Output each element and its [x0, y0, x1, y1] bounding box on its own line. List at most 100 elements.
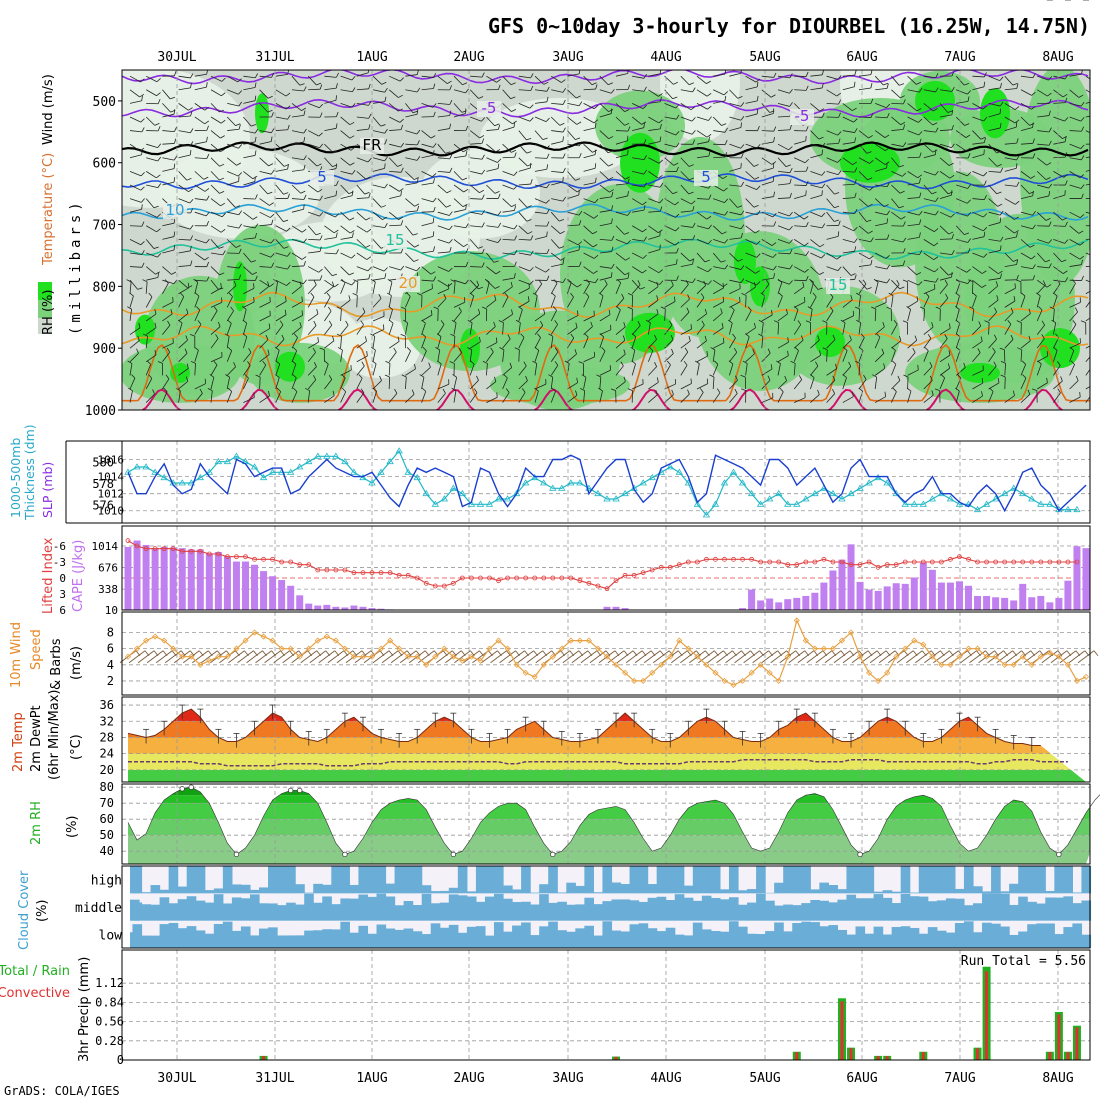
wind-barb — [259, 364, 267, 376]
wind-barb-flag — [186, 177, 192, 181]
cloud-bar — [313, 902, 323, 921]
wind-barb — [550, 75, 562, 83]
wind-barb — [777, 239, 790, 244]
wind-barb — [162, 143, 175, 145]
wind-barb — [1085, 290, 1090, 295]
wind-barb-flag — [465, 88, 469, 94]
cloud-bar — [222, 921, 233, 948]
wind-barb-flag — [364, 336, 367, 342]
wind-barb-flag — [870, 70, 873, 75]
wind-barb — [1020, 89, 1032, 96]
wind10-point — [350, 653, 358, 660]
wind-barb — [648, 249, 661, 254]
wind-barb — [1085, 265, 1090, 267]
wind-barb — [907, 89, 920, 93]
wind-barb-flag — [1048, 98, 1052, 104]
wind-barb-flag — [724, 152, 728, 158]
wind-barb-flag — [316, 163, 322, 167]
wind-barb — [453, 390, 457, 403]
cloud-bar — [403, 928, 414, 948]
wind10-point — [911, 637, 918, 644]
wind-barb — [129, 208, 142, 213]
wind-barb — [405, 74, 418, 77]
wind-barb-flag — [707, 105, 712, 110]
wind-barb-flag — [335, 83, 338, 89]
wind-barb — [146, 89, 157, 97]
wind-barb — [405, 266, 417, 272]
wind-barb-flag — [576, 377, 579, 383]
cloud-bar — [909, 892, 920, 894]
top-date-label: 31JUL — [255, 50, 294, 65]
wind-barb — [550, 239, 560, 249]
wind-barb — [372, 89, 385, 93]
contour-label: -5 — [795, 107, 810, 125]
wind-barb-flag — [336, 306, 342, 310]
wind-barb-flag — [838, 99, 842, 105]
wind-barb-flag — [384, 96, 387, 102]
wind-barb — [826, 393, 835, 403]
wind-barb-flag — [551, 387, 556, 392]
wind-barb — [875, 222, 888, 227]
wind-barb — [502, 143, 512, 153]
wind10-barb — [146, 650, 164, 664]
cloud-bar — [512, 902, 522, 921]
wind-barb — [372, 277, 385, 281]
wind-barb-flag — [193, 278, 198, 283]
wind-barb — [388, 103, 399, 112]
wind-barb-flag — [671, 280, 674, 286]
wind-barb-flag — [1000, 82, 1002, 89]
wind-barb — [226, 377, 230, 390]
wind-barb — [1069, 143, 1081, 150]
cloud-bar — [638, 923, 649, 948]
li-point — [279, 559, 285, 565]
wind-barb — [761, 322, 764, 335]
wind-barb — [729, 337, 736, 349]
cloud-bar — [493, 922, 504, 948]
cloud-bar — [322, 929, 332, 948]
wind-barb-flag — [918, 281, 923, 286]
li-point — [622, 572, 628, 578]
wind-barb-flag — [886, 278, 891, 284]
wind-barb-flag — [348, 295, 351, 301]
cape-bar — [811, 592, 819, 610]
wind-barb — [324, 75, 337, 78]
cloud-bar — [837, 899, 848, 921]
wind-barb-flag — [222, 250, 226, 256]
wind-barb — [178, 115, 191, 118]
wind-barb — [178, 381, 189, 390]
cloud-bar — [159, 889, 170, 894]
wind-barb-flag — [155, 271, 160, 275]
wind-barb-flag — [834, 192, 840, 195]
wind-barb-flag — [883, 204, 889, 208]
wind-barb-flag — [642, 201, 647, 206]
wind-barb-flag — [365, 217, 371, 221]
wind-barb — [486, 211, 499, 216]
wind-barb-flag — [514, 250, 518, 255]
wind-barb — [145, 266, 156, 275]
wind-barb — [664, 184, 674, 195]
wind-barb — [599, 314, 611, 322]
wind-barb — [777, 143, 789, 151]
thickness-point — [1073, 505, 1081, 513]
wind-barb-flag — [371, 346, 376, 351]
wind-barb — [858, 252, 870, 260]
wind-barb-flag — [242, 333, 248, 337]
wind-barb-flag — [534, 346, 540, 351]
wind-barb — [696, 252, 706, 263]
wind-barb-flag — [886, 210, 891, 216]
wind-barb-flag — [670, 334, 674, 340]
wind-barb-flag — [899, 83, 905, 86]
wind-barb-flag — [627, 178, 630, 184]
cloud-bar — [611, 930, 622, 948]
cape-bar — [910, 577, 918, 610]
wind-barb-flag — [675, 227, 680, 232]
rh2m-point — [288, 787, 294, 794]
wind-barb — [631, 363, 636, 376]
wind-barb — [550, 252, 561, 261]
wind-barb — [421, 266, 432, 275]
wind-barb-flag — [594, 177, 597, 183]
wind-barb — [826, 339, 836, 349]
wind-barb-flag — [207, 387, 213, 392]
footer-credit: GrADS: COLA/IGES — [4, 1084, 120, 1098]
rh-band — [128, 835, 1090, 864]
